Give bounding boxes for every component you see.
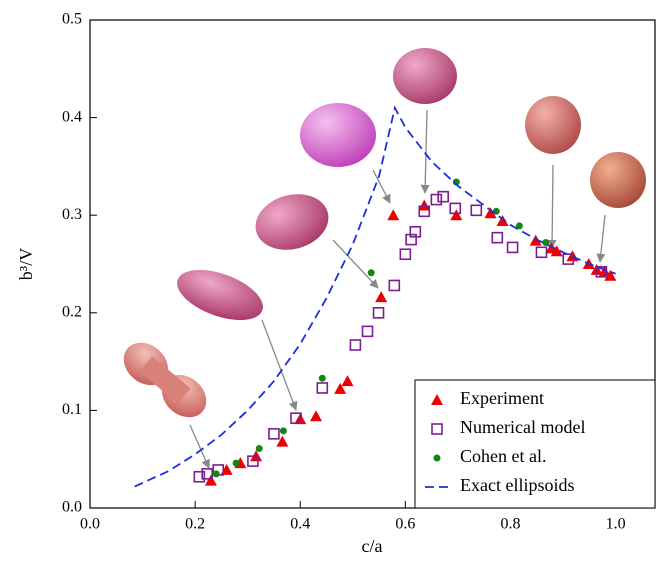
triangle-marker (418, 199, 431, 211)
circle-marker (232, 459, 240, 467)
square-marker (247, 455, 259, 467)
triangle-marker (496, 215, 509, 227)
square-marker (268, 428, 280, 440)
x-axis-label: c/a (362, 536, 383, 556)
square-marker (349, 339, 362, 351)
legend-label: Exact ellipsoids (460, 475, 574, 495)
circle-marker (279, 427, 287, 435)
ellipsoid-line (134, 105, 616, 488)
circle-marker (367, 269, 375, 277)
plot-frame (89, 19, 656, 509)
circle-marker (255, 444, 263, 452)
square-marker (290, 412, 302, 425)
triangle-marker (387, 209, 400, 221)
square-marker (535, 246, 548, 259)
triangle-marker (375, 291, 388, 303)
square-marker (506, 241, 519, 254)
square-marker (449, 202, 462, 215)
triangle-marker (341, 375, 354, 387)
square-marker (193, 470, 206, 483)
triangle-marker (334, 382, 347, 394)
triangle-marker (484, 207, 497, 219)
x-tick-label: 0.6 (395, 516, 415, 533)
circle-marker (318, 374, 326, 382)
triangle-marker (450, 209, 463, 221)
triangle-marker (604, 269, 617, 281)
square-marker (470, 204, 483, 217)
y-tick-label: 0.0 (62, 499, 82, 516)
square-marker (361, 325, 374, 338)
y-tick-label: 0.2 (62, 303, 82, 320)
square-marker (316, 382, 329, 394)
y-tick-label: 0.1 (62, 401, 82, 418)
x-tick-label: 0.8 (500, 516, 520, 533)
square-marker (430, 193, 443, 206)
triangle-marker (204, 474, 217, 486)
square-marker (491, 231, 504, 244)
legend-box (414, 379, 656, 509)
x-tick-label: 1.0 (606, 516, 626, 533)
legend-label: Experiment (460, 388, 544, 408)
square-marker (201, 468, 214, 480)
triangle-marker (310, 410, 322, 422)
legend-marker (433, 454, 441, 462)
square-marker (372, 306, 385, 319)
square-marker (388, 279, 401, 292)
triangle-marker (598, 265, 611, 277)
y-axis-label: b³/V (16, 248, 36, 280)
legend-label: Numerical model (460, 417, 585, 437)
triangle-marker (276, 435, 289, 447)
square-marker (418, 205, 431, 218)
legend-label: Cohen et al. (460, 446, 546, 466)
y-tick-label: 0.4 (62, 108, 82, 125)
x-tick-label: 0.2 (185, 516, 205, 533)
triangle-marker (550, 245, 563, 257)
y-tick-label: 0.3 (62, 206, 82, 223)
circle-marker (515, 222, 523, 230)
square-marker (595, 266, 608, 278)
y-tick-label: 0.5 (62, 11, 82, 28)
x-tick-label: 0.4 (290, 516, 310, 533)
square-marker (399, 248, 412, 261)
x-tick-label: 0.0 (80, 516, 100, 533)
circle-marker (492, 207, 500, 215)
legend-marker (431, 394, 443, 405)
triangle-marker (529, 234, 542, 246)
circle-marker (212, 470, 220, 478)
square-marker (409, 225, 422, 238)
square-marker (562, 253, 575, 265)
square-marker (437, 190, 449, 203)
legend-marker (431, 423, 443, 435)
candy-illustrations (123, 48, 646, 469)
